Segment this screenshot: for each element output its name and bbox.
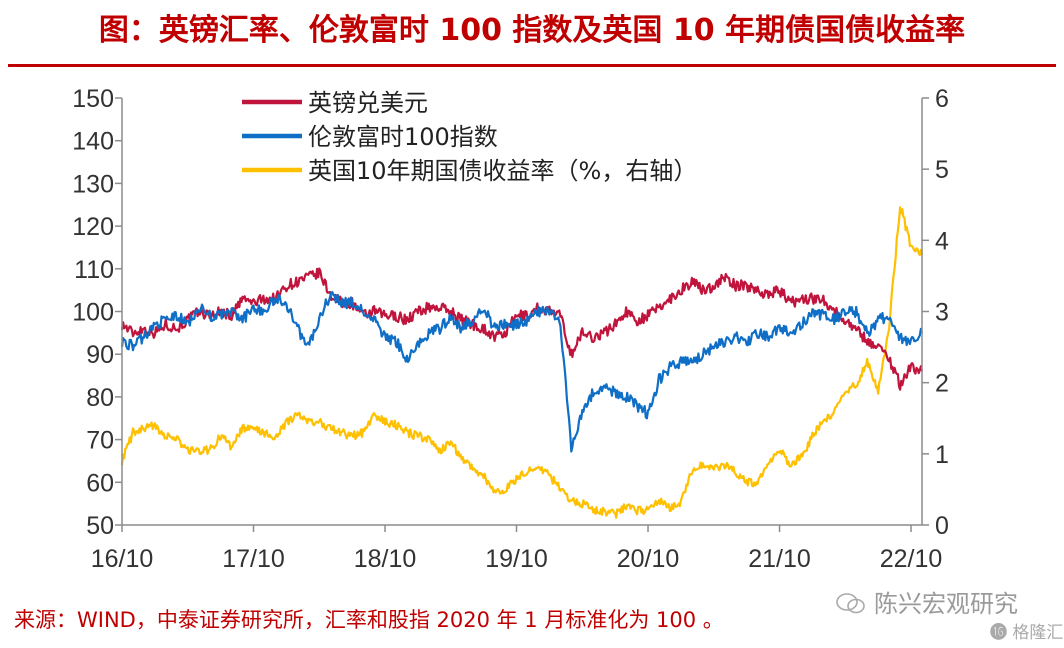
legend-label-1: 伦敦富时100指数	[308, 123, 498, 151]
y-left-tick-label: 100	[72, 299, 114, 327]
series-layer	[120, 206, 924, 519]
series-line-1	[120, 291, 924, 453]
x-tick-label: 17/10	[222, 545, 285, 573]
watermark-text: 陈兴宏观研究	[874, 590, 1018, 618]
series-line-0	[120, 267, 924, 391]
x-tick-label: 16/10	[91, 545, 154, 573]
watermark: 陈兴宏观研究	[836, 584, 1018, 619]
x-tick-label: 20/10	[617, 545, 680, 573]
y-left-tick-label: 130	[72, 170, 114, 198]
y-left-tick-label: 150	[72, 85, 114, 113]
series-line-2	[120, 206, 924, 519]
x-tick-label: 19/10	[485, 545, 548, 573]
chart: 150 140 130 120 110 100 90 80 70 60 50 6 5 4 3 2 1 0 16/10…	[72, 85, 949, 573]
y-right-tick-label: 0	[935, 512, 949, 540]
chart-title: 图：英镑汇率、伦敦富时 100 指数及英国 10 年期债国债收益率	[98, 13, 966, 48]
y-left-tick-label: 120	[72, 213, 114, 241]
legend-label-0: 英镑兑美元	[308, 89, 428, 117]
watermark-logo-text: 格隆汇	[1012, 623, 1064, 643]
y-left-tick-label: 50	[86, 512, 114, 540]
x-tick-label: 21/10	[748, 545, 811, 573]
y-right-tick-label: 6	[935, 85, 949, 113]
legend-label-2: 英国10年期国债收益率（%，右轴）	[308, 157, 697, 185]
wechat-icon	[836, 593, 865, 614]
y-left-tick-label: 140	[72, 128, 114, 156]
x-tick-label: 18/10	[354, 545, 417, 573]
source-note: 来源：WIND，中泰证券研究所，汇率和股指 2020 年 1 月标准化为 100…	[14, 608, 724, 632]
y-left-tick-label: 80	[86, 384, 114, 412]
x-tick-label: 22/10	[880, 545, 943, 573]
y-left-tick-label: 60	[86, 469, 114, 497]
axes-layer: 150 140 130 120 110 100 90 80 70 60 50 6 5 4 3 2 1 0 16/10…	[72, 85, 949, 573]
y-left-tick-label: 110	[74, 256, 114, 284]
watermark-logo: ⓰ 格隆汇	[990, 618, 1063, 643]
y-right-tick-label: 5	[935, 156, 949, 184]
y-left-tick-label: 90	[86, 341, 114, 369]
title-underline	[8, 64, 1056, 67]
watermark-logo-icon: ⓰	[990, 623, 1007, 643]
y-right-tick-label: 2	[935, 370, 949, 398]
y-left-tick-label: 70	[86, 427, 114, 455]
y-right-tick-label: 3	[935, 299, 949, 327]
y-right-tick-label: 1	[935, 441, 949, 469]
y-right-tick-label: 4	[935, 227, 949, 255]
